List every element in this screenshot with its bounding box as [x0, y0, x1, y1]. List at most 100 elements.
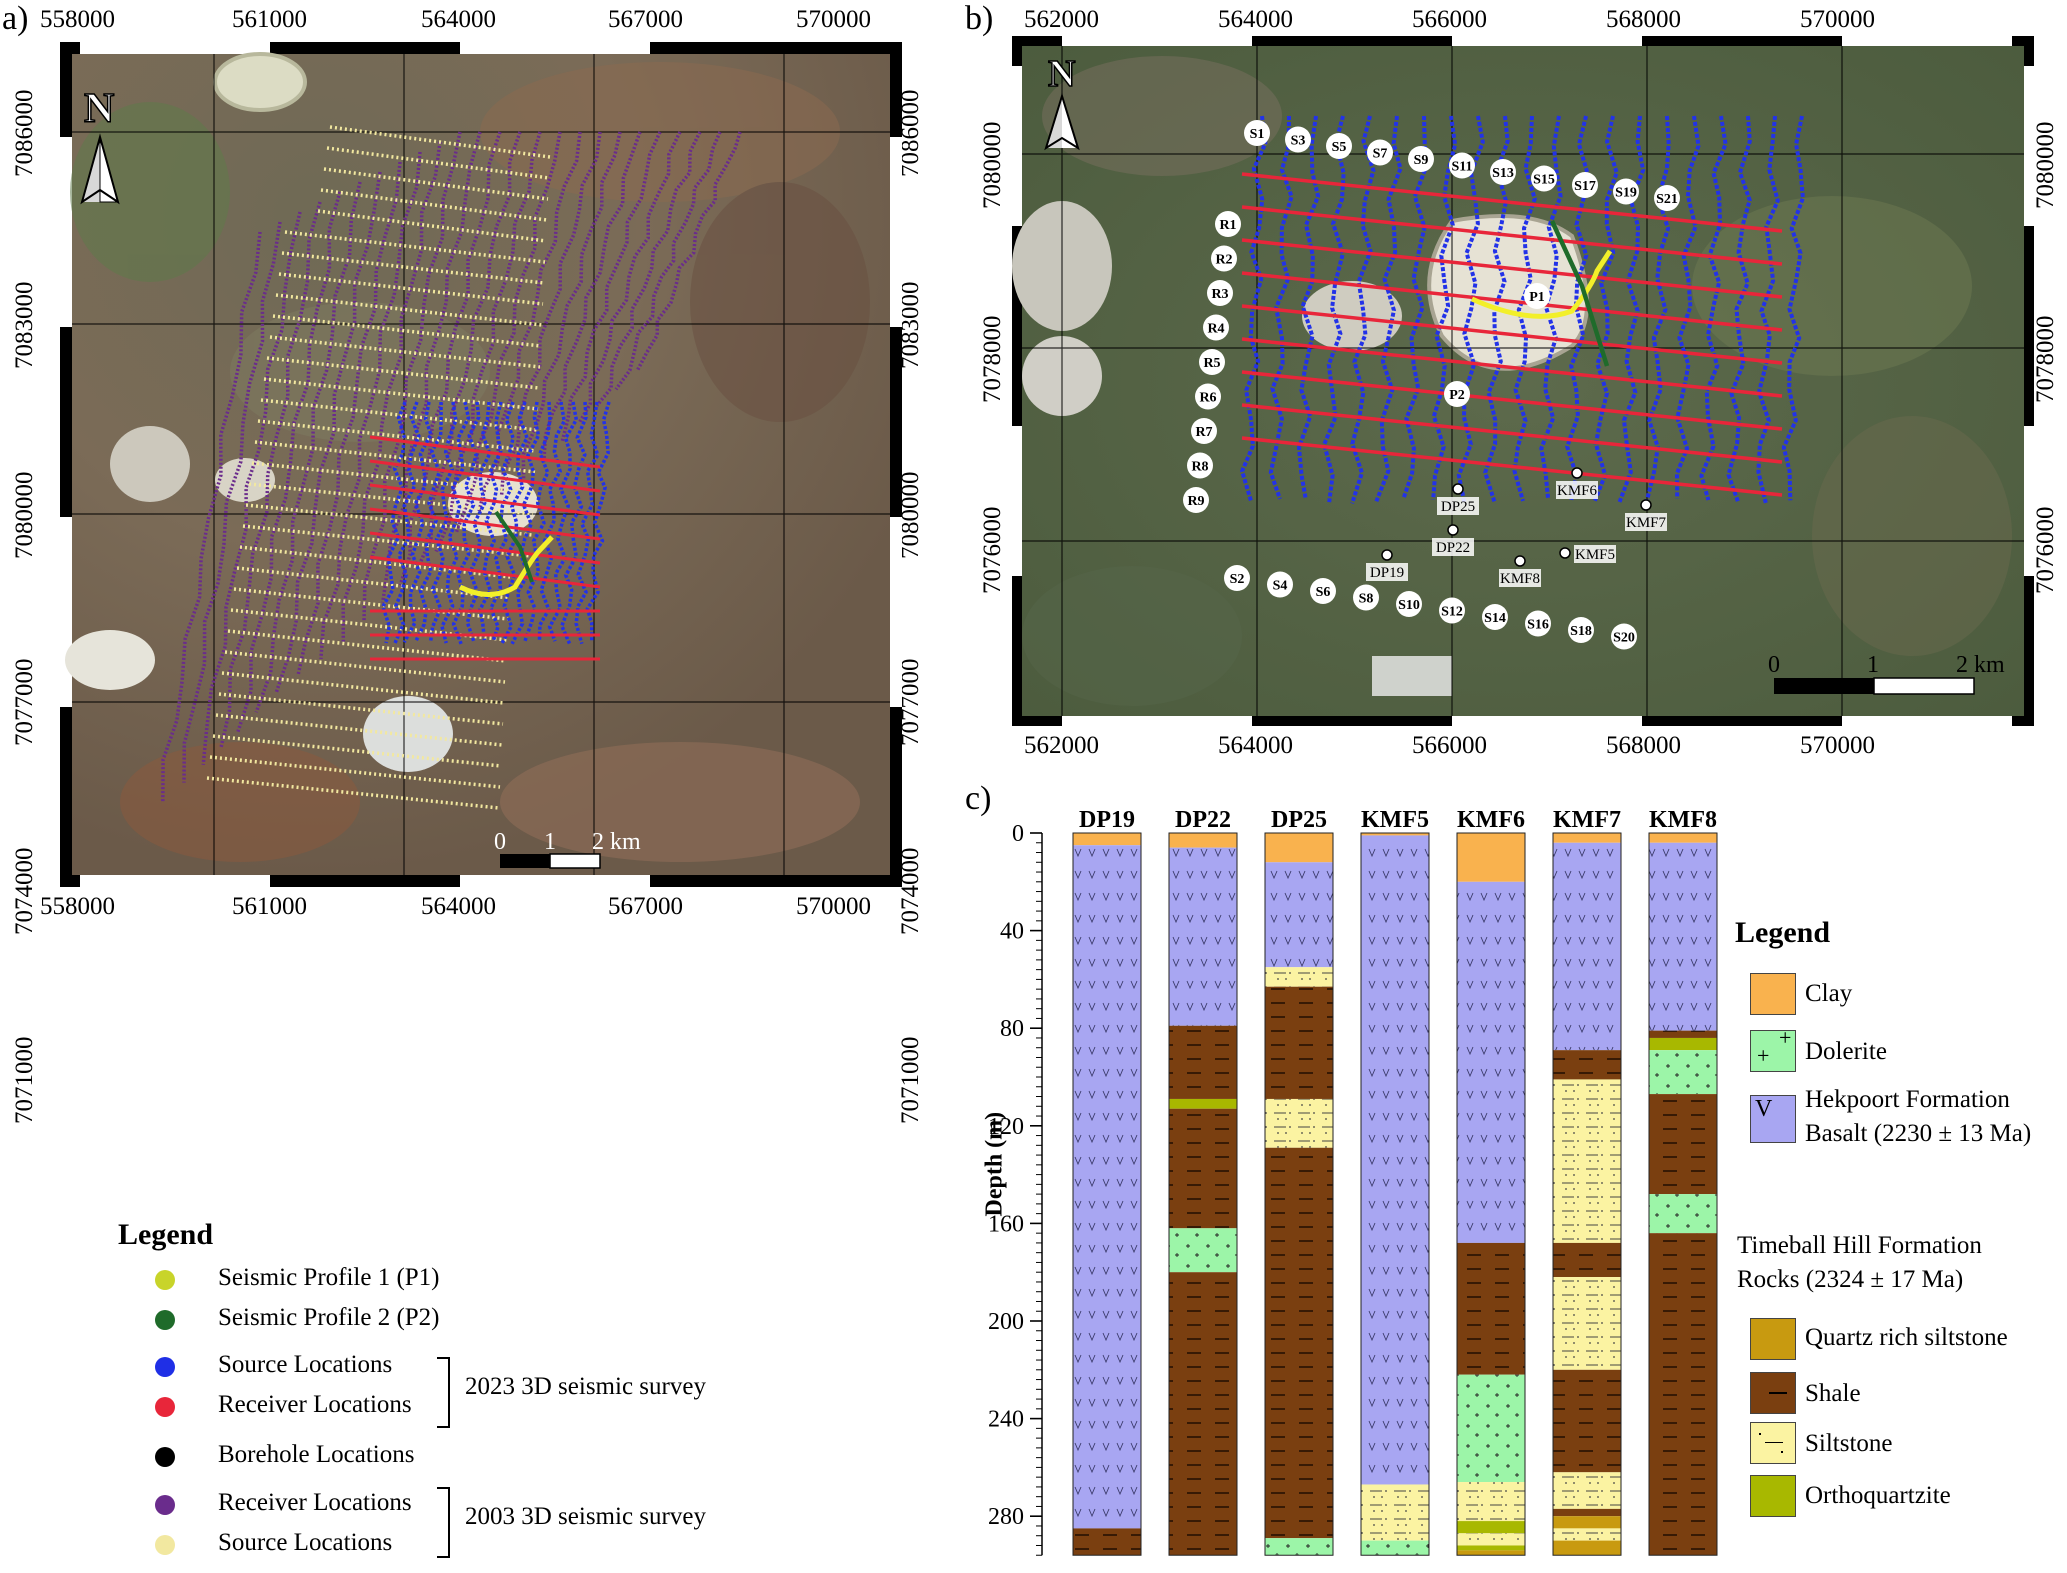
svg-text:R5: R5	[1203, 356, 1220, 371]
svg-text:S14: S14	[1484, 611, 1506, 626]
receiver-line-label: R4	[1203, 314, 1229, 341]
layer-qsilt	[1457, 1550, 1525, 1556]
layer-basalt	[1361, 835, 1429, 1485]
source-line-2023	[1456, 115, 1485, 503]
layer-shale	[1649, 1030, 1717, 1038]
layer-shale	[1265, 986, 1333, 1099]
line-labels: S1 S3 S5 S7 S9 S11 S13 S15 S17 S19 S21 S2 S4 S6 S8 S10 S…	[1183, 120, 1680, 650]
source-line-2023	[428, 401, 458, 641]
receiver-line-2003	[595, 131, 702, 407]
borehole-column: DP22	[1168, 807, 1238, 1556]
svg-text:DP19: DP19	[1370, 565, 1404, 581]
source-line-2003	[212, 734, 502, 768]
source-line-2003	[269, 335, 541, 369]
source-line-2003	[227, 629, 507, 663]
source-line-2023	[414, 401, 443, 641]
legend-swatch-orthoquartzite	[1750, 1475, 1796, 1517]
receiver-line-2023	[369, 555, 601, 589]
svg-text:S15: S15	[1533, 173, 1555, 188]
v-icon: V	[1755, 1096, 1773, 1122]
profile-label: P2	[1444, 381, 1470, 407]
svg-text:S17: S17	[1574, 179, 1596, 194]
source-line-2003	[251, 461, 535, 495]
y-tick: 7077000	[11, 658, 38, 747]
receiver-line-2003	[236, 191, 342, 733]
source-line-2023	[1431, 115, 1458, 500]
north-arrow-icon	[80, 133, 120, 205]
y-tick: 7078000	[2032, 315, 2059, 404]
layer-dolerite	[1361, 1540, 1429, 1556]
svg-text:R1: R1	[1219, 218, 1236, 233]
layer-basalt	[1649, 842, 1717, 1031]
y-tick: 7076000	[979, 506, 1006, 595]
receiver-line-2023	[1241, 337, 1783, 398]
source-line-2003	[242, 524, 532, 558]
borehole-marker: KMF6	[1556, 467, 1598, 499]
legend-label: Dolerite	[1805, 1038, 1887, 1065]
panel-b-label: b)	[965, 0, 994, 37]
receiver-lines-2023	[1241, 172, 1783, 497]
source-line-2023	[500, 401, 529, 645]
receiver-line-2003	[296, 161, 402, 676]
svg-text:P1: P1	[1529, 290, 1545, 305]
svg-text:S13: S13	[1492, 166, 1514, 181]
receiver-line-label: R1	[1215, 211, 1241, 237]
borehole-name: DP19	[1079, 807, 1135, 833]
source-line-label: S8	[1353, 584, 1379, 611]
source-line-2023	[523, 401, 552, 643]
y-tick: 7071000	[11, 1036, 38, 1125]
y-tick: 7086000	[11, 89, 38, 178]
svg-text:KMF5: KMF5	[1575, 547, 1615, 563]
source-line-label: S17	[1572, 172, 1598, 198]
receiver-line-2023	[1241, 205, 1783, 266]
layer-dolerite	[1649, 1050, 1717, 1095]
scale-label: 2 km	[1956, 652, 2005, 678]
borehole-name: KMF6	[1457, 807, 1525, 833]
scale-label: 0	[1768, 652, 1780, 678]
source-line-2023	[1726, 115, 1752, 504]
receiver-line-2023	[369, 459, 601, 493]
source-line-2023	[380, 401, 407, 644]
depth-tick-label: 200	[988, 1309, 1024, 1335]
source-line-2003	[254, 440, 536, 474]
pit	[363, 696, 453, 772]
svg-text:R2: R2	[1215, 253, 1232, 268]
x-tick: 564000	[421, 6, 496, 33]
source-line-2023	[547, 401, 579, 642]
receiver-line-2023	[369, 483, 601, 517]
borehole-name: KMF5	[1361, 807, 1429, 833]
borehole-columns: DP19 DP22 DP25 KMF5 KMF6 KMF7 KMF8	[1072, 807, 1718, 1556]
source-line-2023	[1268, 115, 1294, 500]
layer-siltstone	[1457, 1482, 1525, 1522]
source-line-2003	[257, 419, 537, 453]
pit	[1372, 656, 1452, 696]
depth-tick-label: 40	[1000, 919, 1024, 945]
source-line-label: S15	[1531, 165, 1557, 192]
tailings-pit	[1427, 214, 1589, 371]
svg-text:S20: S20	[1613, 631, 1635, 646]
panel-a-label: a)	[2, 0, 29, 37]
svg-text:S3: S3	[1291, 134, 1306, 149]
svg-text:S18: S18	[1570, 624, 1592, 639]
receiver-line-2023	[369, 435, 601, 469]
borehole-marker: DP22	[1432, 524, 1474, 556]
layer-basalt	[1457, 881, 1525, 1243]
source-line-2023	[1350, 115, 1376, 505]
svg-text:DP22: DP22	[1436, 540, 1470, 556]
legend-swatch-p1	[155, 1270, 175, 1290]
legend-label: Source Locations	[218, 1529, 393, 1556]
receiver-lines-2003	[161, 131, 742, 803]
north-letter: N	[1048, 53, 1075, 95]
receiver-line-label: R6	[1195, 383, 1221, 410]
layer-siltstone	[1553, 1277, 1621, 1370]
layer-clay	[1649, 833, 1717, 843]
legend-swatch-source-2023	[155, 1357, 175, 1377]
source-line-2023	[1644, 115, 1671, 502]
svg-text:S16: S16	[1527, 618, 1549, 633]
layer-qsilt	[1553, 1516, 1621, 1529]
receiver-line-label: R5	[1199, 349, 1225, 375]
svg-text:KMF8: KMF8	[1500, 571, 1540, 587]
layer-siltstone	[1361, 1484, 1429, 1541]
layer-siltstone	[1553, 1528, 1621, 1541]
legend-brackets	[437, 1357, 450, 1558]
